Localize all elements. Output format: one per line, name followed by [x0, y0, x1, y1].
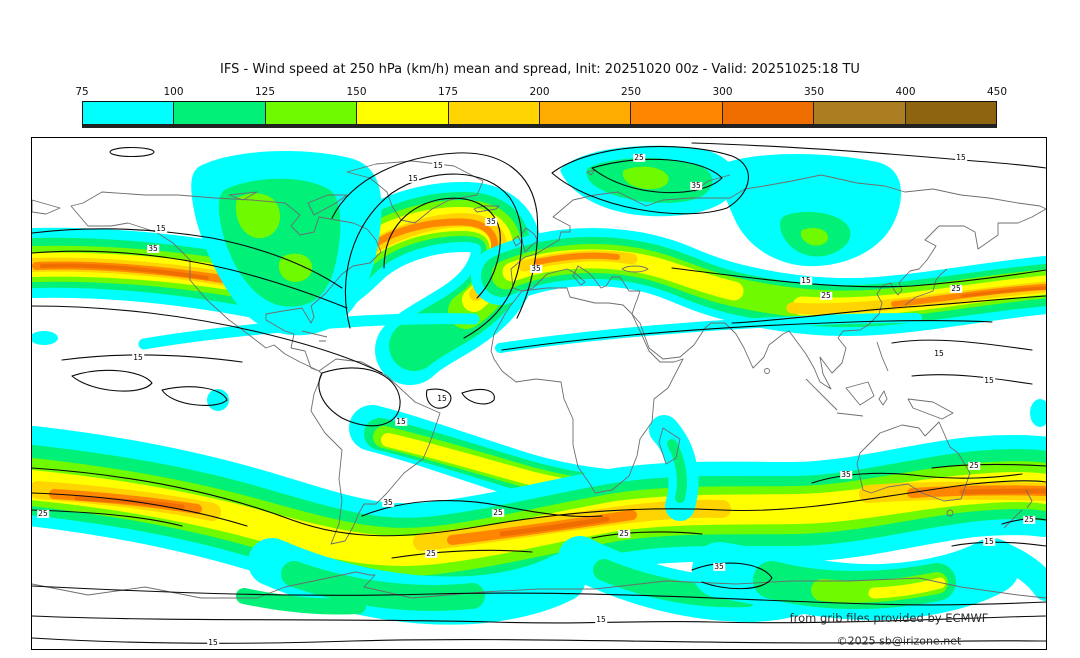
contour-label: 15 [595, 614, 607, 625]
contour-label: 25 [425, 548, 437, 559]
coast-japan [904, 268, 948, 306]
coast-indonesia [805, 378, 954, 420]
coast-arctic-islands [228, 169, 731, 216]
contour-label: 25 [37, 508, 49, 519]
coast-north-america [70, 191, 382, 372]
contour-label: 15 [983, 375, 995, 386]
colorbar-tick: 150 [346, 86, 367, 98]
colorbar-tick: 350 [803, 86, 825, 98]
coast-africa [490, 287, 684, 494]
contour-label: 35 [530, 263, 542, 274]
colorbar-segment [540, 102, 632, 124]
contour-label: 15 [983, 536, 995, 547]
coast-black-sea [621, 265, 649, 273]
contour-label: 25 [968, 460, 980, 471]
coast-caribbean [301, 330, 328, 342]
colorbar-segment [448, 102, 541, 124]
coast-madagascar [658, 427, 681, 465]
colorbar-segment [905, 102, 997, 124]
contour-label: 15 [432, 160, 444, 171]
colorbar-tick: 100 [163, 86, 184, 98]
coast-iceland [473, 205, 500, 213]
coast-philippines [876, 341, 889, 372]
contour-label: 35 [840, 469, 852, 480]
contour-label: 15 [155, 223, 167, 234]
colorbar: 75 100 125 150 175 200 250 300 350 400 450 [75, 86, 1007, 128]
contour-label: 35 [147, 243, 159, 254]
colorbar-tick: 250 [620, 86, 642, 98]
contour-label: 35 [690, 180, 702, 191]
contour-label: 15 [436, 393, 448, 404]
contour-label: 35 [485, 216, 497, 227]
contour-label: 35 [382, 497, 394, 508]
wind-speed-fill [32, 145, 1046, 625]
contour-label: 25 [633, 152, 645, 163]
coast-chukotka-wrap [32, 199, 61, 215]
coast-sri-lanka [764, 368, 770, 374]
contour-label: 25 [820, 290, 832, 301]
colorbar-segment [631, 102, 723, 124]
coast-uk-ireland [512, 227, 539, 253]
colorbar-segment [814, 102, 906, 124]
coastlines [32, 160, 1046, 599]
contour-label: 25 [492, 507, 504, 518]
page-title: IFS - Wind speed at 250 hPa (km/h) mean … [220, 62, 860, 77]
contour-label: 35 [713, 561, 725, 572]
contour-label: 25 [1023, 514, 1035, 525]
contour-label: 15 [955, 152, 967, 163]
colorbar-gradient [82, 101, 997, 128]
colorbar-tick-labels: 75 100 125 150 175 200 250 300 350 400 450 [75, 86, 1007, 101]
credit-ecmwf: from grib files provided by ECMWF [789, 611, 989, 625]
contour-label: 15 [207, 637, 219, 648]
contour-label: 15 [933, 348, 945, 359]
coast-australia [856, 421, 971, 502]
colorbar-segment [174, 102, 266, 124]
coast-antarctica [32, 571, 1046, 599]
spread-contour-lines [32, 142, 1046, 644]
colorbar-tick: 300 [712, 86, 733, 98]
world-map: 15 35 15 15 15 25 35 35 35 15 15 25 25 15 15 15 15 25 35 25… [31, 137, 1047, 650]
contour-label: 15 [132, 352, 144, 363]
coast-greenland [346, 160, 484, 224]
colorbar-segment [265, 102, 358, 124]
colorbar-tick: 75 [75, 86, 89, 98]
contour-label: 15 [800, 275, 812, 286]
contour-label: 15 [395, 416, 407, 427]
colorbar-tick: 450 [986, 86, 1008, 98]
colorbar-tick: 200 [529, 86, 550, 98]
colorbar-tick: 400 [895, 86, 916, 98]
contour-label: 25 [618, 528, 630, 539]
coast-eurasia [510, 174, 1046, 390]
coast-south-america [310, 358, 441, 545]
coast-tasmania [946, 509, 954, 517]
colorbar-segment [357, 102, 449, 124]
colorbar-segment [722, 102, 815, 124]
colorbar-segment [83, 102, 175, 124]
colorbar-tick: 125 [254, 86, 276, 98]
map-canvas [32, 142, 1046, 644]
credit-copyright: ©2025 sb@irizone.net [836, 634, 962, 648]
contour-label: 25 [950, 283, 962, 294]
contour-label: 15 [407, 173, 419, 184]
colorbar-tick: 175 [437, 86, 459, 98]
